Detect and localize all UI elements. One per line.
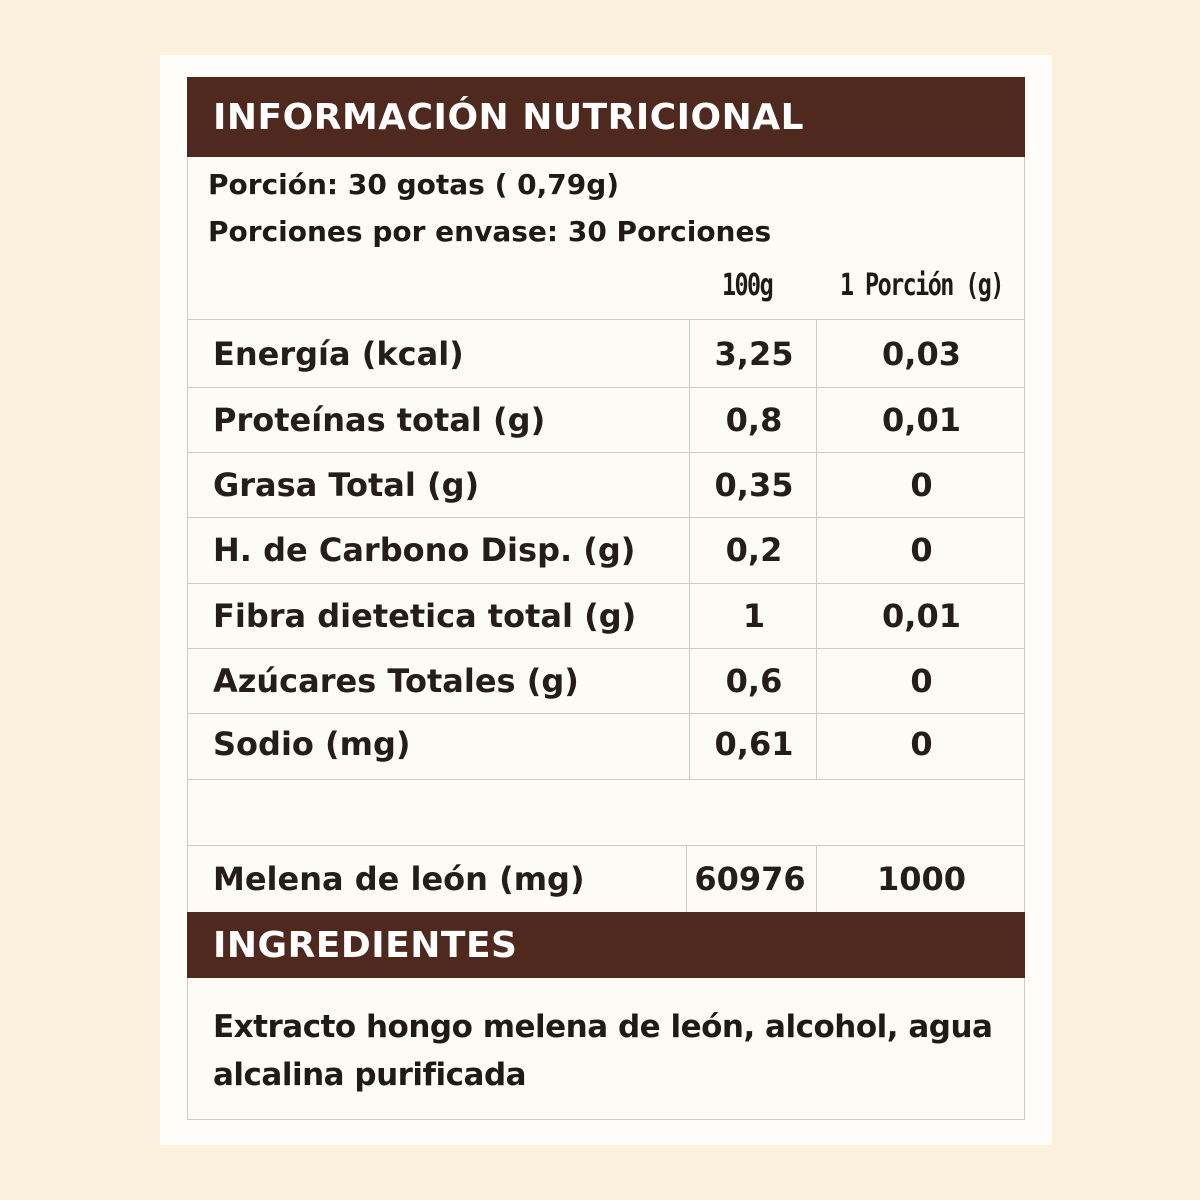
nutrient-name: Energía (kcal) [213,334,464,373]
table-divider [187,517,1025,518]
servings-per-container: Porciones por envase: 30 Porciones [208,215,772,248]
value-portion: 0 [910,465,933,504]
table-row-extra: Melena de león (mg) 60976 1000 [187,846,1025,911]
value-portion: 0,01 [882,400,961,439]
table-divider [187,583,1025,584]
table-row: Azúcares Totales (g) 0,6 0 [187,648,1025,713]
value-portion: 0 [910,530,933,569]
column-header-100g: 100g [722,268,774,303]
nutrient-name: Grasa Total (g) [213,465,480,504]
value-100g: 1 [742,596,766,635]
value-portion: 0 [910,724,933,763]
table-row: Energía (kcal) 3,25 0,03 [187,321,1025,386]
table-divider [187,845,1025,846]
column-header-portion: 1 Porción (g) [840,268,1004,303]
table-divider [187,387,1025,388]
table-row: Fibra dietetica total (g) 1 0,01 [187,583,1025,648]
table-divider [187,452,1025,453]
ingredients-title: INGREDIENTES [213,924,518,966]
table-row: H. de Carbono Disp. (g) 0,2 0 [187,517,1025,582]
value-portion: 0,03 [882,334,961,373]
value-100g: 60976 [694,859,806,898]
value-portion: 1000 [876,859,967,898]
table-divider [187,319,1025,320]
value-100g: 0,8 [725,400,783,439]
nutrient-name: Azúcares Totales (g) [213,661,579,700]
nutrient-name: Fibra dietetica total (g) [213,596,637,635]
serving-size: Porción: 30 gotas ( 0,79g) [208,168,620,201]
nutrition-title: INFORMACIÓN NUTRICIONAL [213,96,805,138]
value-portion: 0,01 [882,596,961,635]
table-divider [187,648,1025,649]
nutrient-name: Melena de león (mg) [213,859,585,898]
value-100g: 0,6 [725,661,783,700]
nutrient-name: H. de Carbono Disp. (g) [213,530,636,569]
table-row: Proteínas total (g) 0,8 0,01 [187,387,1025,452]
value-portion: 0 [910,661,933,700]
column-divider [816,845,817,912]
table-divider [187,713,1025,714]
column-divider [689,319,690,779]
table-row: Sodio (mg) 0,61 0 [187,711,1025,776]
table-divider [187,779,1025,780]
ingredients-text: Extracto hongo melena de león, alcohol, … [213,1009,993,1093]
value-100g: 0,35 [714,465,794,504]
column-divider [686,845,687,912]
column-divider [816,319,817,779]
nutrient-name: Sodio (mg) [213,724,411,763]
value-100g: 0,2 [725,530,783,569]
nutrition-title-bar: INFORMACIÓN NUTRICIONAL [187,77,1025,157]
ingredients-title-bar: INGREDIENTES [187,912,1025,978]
nutrient-name: Proteínas total (g) [213,400,546,439]
value-100g: 3,25 [714,334,794,373]
value-100g: 0,61 [714,724,794,763]
table-row: Grasa Total (g) 0,35 0 [187,452,1025,517]
